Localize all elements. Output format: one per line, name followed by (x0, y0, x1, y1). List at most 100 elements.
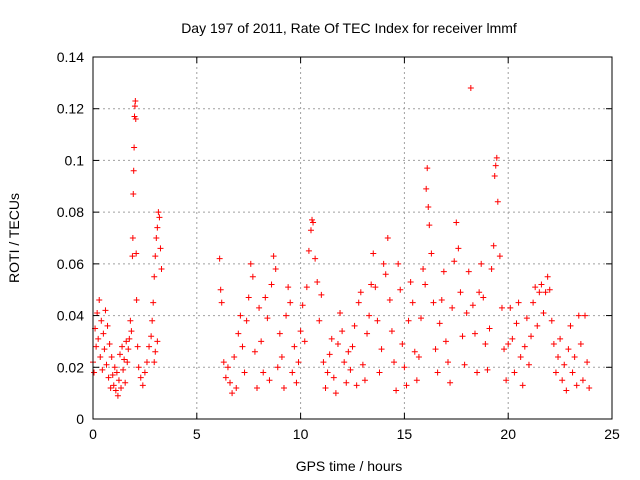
data-point (295, 359, 302, 366)
data-point (471, 330, 478, 337)
data-point (114, 392, 121, 399)
y-tick-label: 0.14 (57, 49, 84, 65)
data-point (376, 369, 383, 376)
x-tick-label: 15 (397, 426, 413, 442)
data-point (272, 266, 279, 273)
data-point (353, 382, 360, 389)
data-point (151, 273, 158, 280)
data-point (118, 384, 125, 391)
data-point (432, 346, 439, 353)
data-point (523, 315, 530, 322)
data-point (505, 341, 512, 348)
data-point (137, 374, 144, 381)
data-point (130, 191, 137, 198)
data-point (243, 317, 250, 324)
data-point (480, 294, 487, 301)
data-point (146, 343, 153, 350)
data-point (415, 353, 422, 360)
data-point (121, 356, 128, 363)
data-point (423, 185, 430, 192)
x-tick-label: 0 (89, 426, 97, 442)
data-point (154, 224, 161, 231)
data-point (395, 260, 402, 267)
data-point (461, 361, 468, 368)
data-point (337, 309, 344, 316)
data-point (409, 299, 416, 306)
data-point (222, 374, 229, 381)
data-point (229, 390, 236, 397)
data-point (426, 222, 433, 229)
data-point (334, 341, 341, 348)
data-point (231, 353, 238, 360)
data-point (411, 348, 418, 355)
data-point (297, 328, 304, 335)
data-point (503, 377, 510, 384)
data-point (105, 374, 112, 381)
data-point (413, 377, 420, 384)
data-point (254, 384, 261, 391)
data-point (148, 333, 155, 340)
data-point (152, 348, 159, 355)
data-point (100, 330, 107, 337)
data-point (546, 286, 553, 293)
data-point (540, 309, 547, 316)
data-point (134, 343, 141, 350)
y-tick-label: 0.06 (57, 256, 84, 272)
y-tick-label: 0.1 (65, 152, 85, 168)
data-point (399, 341, 406, 348)
data-point (361, 377, 368, 384)
data-point (310, 219, 317, 226)
data-point (276, 330, 283, 337)
chart-title: Day 197 of 2011, Rate Of TEC Index for r… (181, 20, 517, 36)
data-point (278, 353, 285, 360)
data-point (280, 384, 287, 391)
data-point (301, 338, 308, 345)
data-point (123, 338, 130, 345)
data-point (155, 209, 162, 216)
data-point (218, 299, 225, 306)
data-point (249, 273, 256, 280)
data-point (320, 359, 327, 366)
data-point (397, 286, 404, 293)
data-point (141, 369, 148, 376)
data-point (530, 299, 537, 306)
data-point (150, 299, 157, 306)
data-point (536, 289, 543, 296)
data-point (488, 266, 495, 273)
data-point (388, 328, 395, 335)
data-point (158, 266, 165, 273)
data-point (493, 154, 500, 161)
data-point (457, 289, 464, 296)
data-point (154, 338, 161, 345)
x-tick-label: 20 (500, 426, 516, 442)
data-point (128, 328, 135, 335)
x-tick-label: 5 (193, 426, 201, 442)
data-point (224, 364, 231, 371)
data-point (139, 382, 146, 389)
data-point (143, 359, 150, 366)
data-point (444, 359, 451, 366)
data-point (563, 387, 570, 394)
data-point (266, 377, 273, 384)
data-point (476, 289, 483, 296)
data-point (438, 297, 445, 304)
data-point (108, 353, 115, 360)
data-point (149, 317, 156, 324)
data-point (447, 379, 454, 386)
data-point (312, 255, 319, 262)
data-point (418, 315, 425, 322)
data-point (455, 245, 462, 252)
data-point (283, 312, 290, 319)
data-point (109, 372, 116, 379)
data-point (341, 359, 348, 366)
data-point (233, 384, 240, 391)
data-point (420, 266, 427, 273)
data-point (97, 353, 104, 360)
data-point (501, 346, 508, 353)
data-point (359, 361, 366, 368)
data-point (542, 289, 549, 296)
data-point (405, 317, 412, 324)
data-point (463, 309, 470, 316)
data-point (91, 369, 98, 376)
data-point (328, 335, 335, 342)
